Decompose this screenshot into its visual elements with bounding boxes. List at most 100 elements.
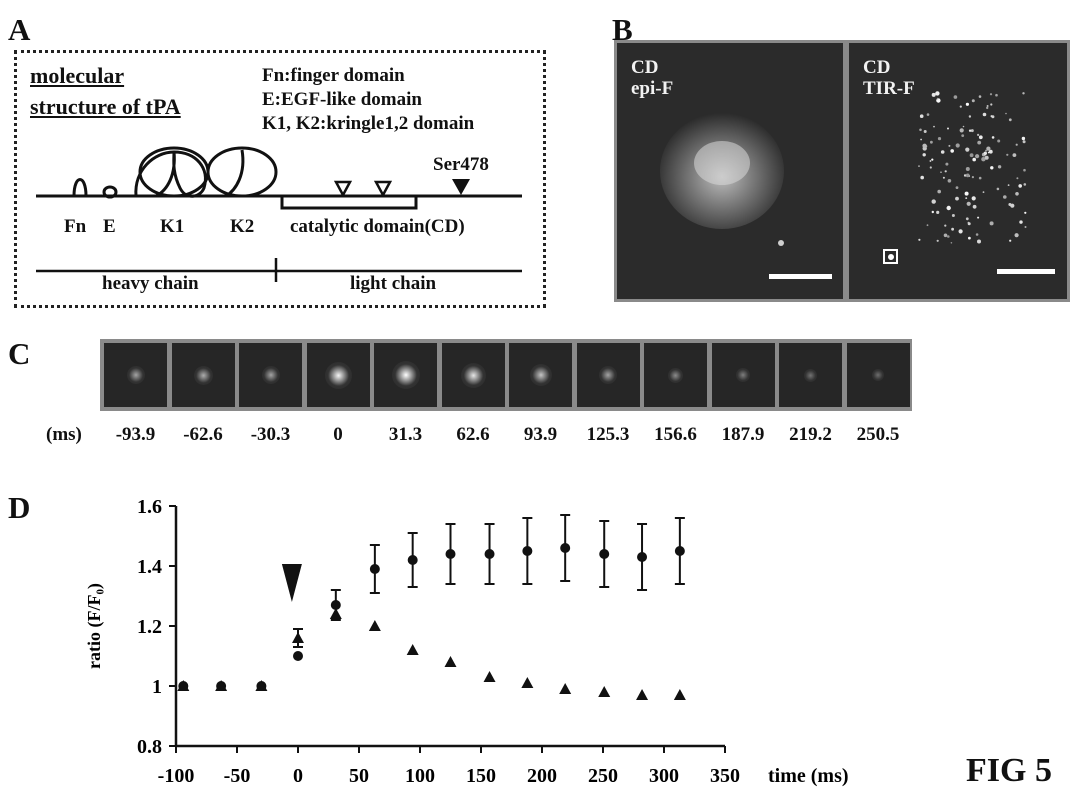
punctum [988,149,993,154]
punctum [955,143,960,148]
ratio-chart: 0.8 1 1.2 1.4 1.6 -100 -50 0 50 100 150 200 250 300 35… [84,496,849,787]
legend-egf: E:EGF-like domain [262,89,422,110]
data-point-triangle [215,680,228,691]
x-tick-label: 350 [710,765,740,787]
y-tick-label: 0.8 [137,736,162,758]
punctum [936,98,941,103]
punctum [953,95,958,99]
epi-f-caption: CD epi-F [631,57,673,99]
punctum [958,229,963,234]
tir-f-image: CD TIR-F [846,40,1070,302]
punctum [978,135,983,140]
data-point-triangle [598,686,611,697]
punctum [991,136,995,139]
punctum [995,93,998,97]
time-lapse-frame [239,343,302,407]
finger-domain-shape [72,178,88,197]
y-tick-label: 1.2 [137,616,162,638]
punctum [965,102,969,106]
punctum [922,143,927,148]
epi-f-line-2: epi-F [631,78,674,99]
punctum [920,175,924,180]
data-point-triangle [292,632,304,643]
punctum [989,93,993,96]
punctum [971,196,976,201]
roi-box [883,249,898,264]
punctum [978,176,982,180]
punctum [963,174,967,177]
frame-spot [529,364,552,386]
frame-spot [668,367,683,383]
punctum [977,239,981,244]
panel-d-label: D [8,490,31,525]
punctum [947,235,950,238]
x-tick-label: 100 [405,765,435,787]
epi-f-line-1: CD [631,57,659,78]
data-point-circle [369,564,380,574]
punctum [971,176,974,179]
y-axis-label: ratio (F/F₀) [84,583,105,669]
punctum [951,214,955,217]
frame-spot [261,366,280,384]
punctum [930,140,933,144]
frame-spot [324,361,352,389]
time-lapse-frame [306,343,370,407]
data-point-triangle [673,689,686,700]
time-lapse-frame [779,343,842,407]
punctum [968,115,972,118]
x-tick-label: 250 [588,765,618,787]
catalytic-bracket [280,196,418,210]
k1-label: K1 [160,216,185,237]
time-lapse-frame [846,343,910,407]
punctum [986,105,989,107]
punctum [965,217,969,221]
punctum [1007,184,1010,187]
time-lapse-frame [711,343,775,407]
punctum [978,95,982,98]
domain-legend: Fn:finger domain E:EGF-like domain K1, K… [262,64,474,136]
punctum [975,154,980,159]
punctum [1022,140,1026,144]
data-point-circle [445,549,456,559]
punctum [981,157,986,162]
punctum [922,153,926,157]
molecule-title: molecular structure of tPA [30,60,181,122]
punctum [923,130,927,133]
frame-strip [100,339,912,411]
domain-diagram [36,146,522,282]
punctum [968,129,972,132]
catalytic-label: catalytic domain(CD) [290,216,465,237]
time-label: 187.9 [721,424,765,445]
punctum [1024,226,1027,228]
data-point-circle [599,549,610,559]
punctum [931,92,936,97]
frame-spot [736,368,750,382]
punctum [918,165,920,167]
data-point-circle [560,543,571,553]
epi-f-cell [660,113,784,246]
punctum [965,147,970,152]
data-point-circle [330,600,341,610]
x-tick-label: 50 [349,765,369,787]
frame-spot [193,365,213,385]
punctum [1021,136,1026,141]
punctum [967,221,970,224]
punctum [936,97,939,100]
panel-a-label: A [8,12,31,47]
punctum [936,210,940,214]
frame-spot [599,366,617,384]
punctum [919,128,922,132]
panel-c-label: C [8,336,31,371]
data-point-triangle [177,680,190,691]
roi-punctum [888,254,894,260]
x-tick-label: 0 [293,765,303,787]
punctum [984,155,989,160]
molecule-title-line-1: molecular [30,63,125,88]
time-label: -30.3 [250,424,291,445]
data-point-triangle [559,683,572,694]
ser478-triangle [452,179,470,195]
data-point-circle [674,546,685,556]
data-point-triangle [368,620,381,631]
punctum [969,153,974,158]
frame-spot [804,368,817,382]
